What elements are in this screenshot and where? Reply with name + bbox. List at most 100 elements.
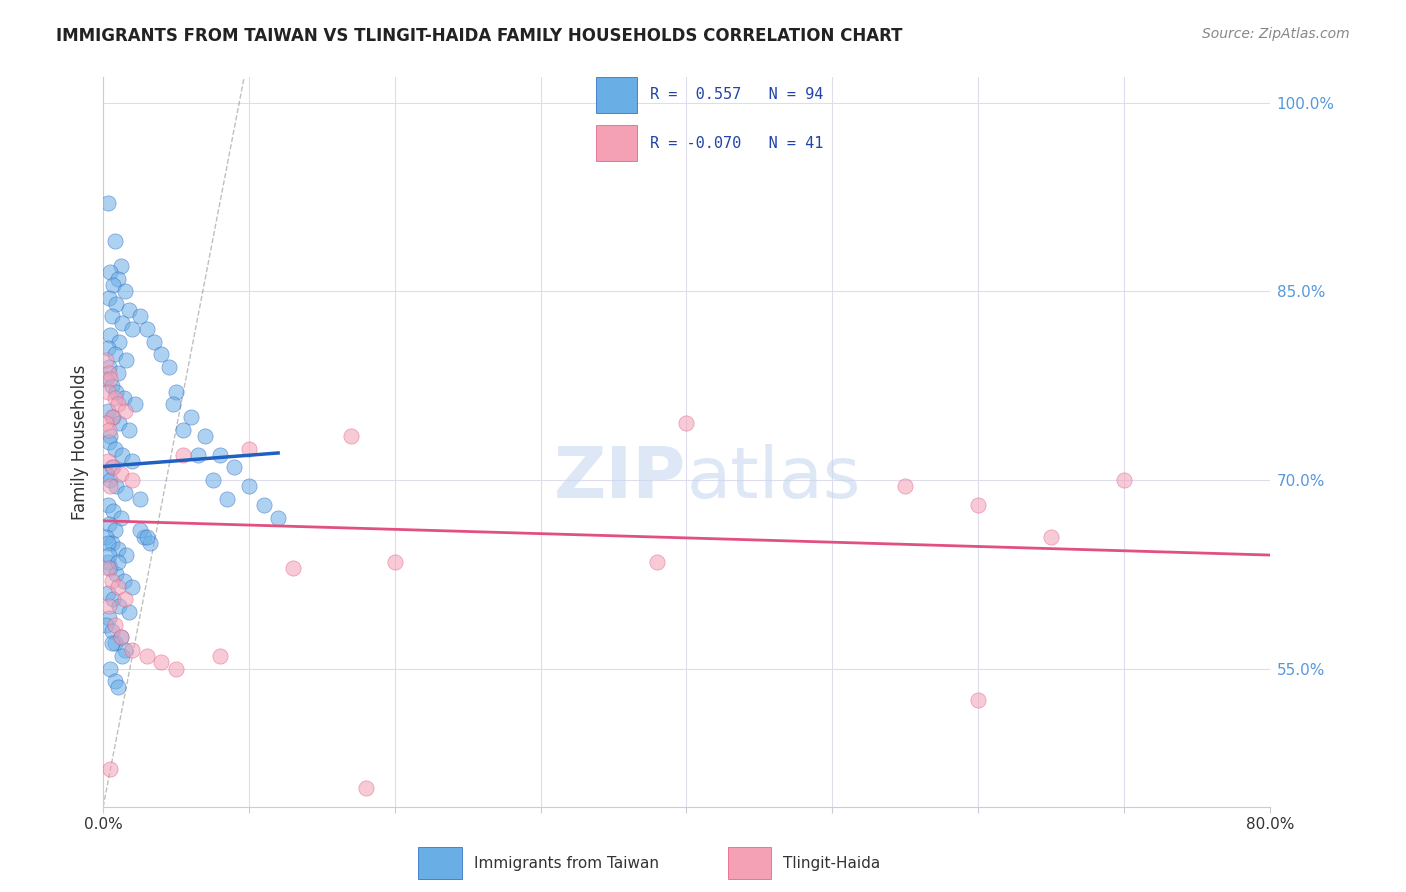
Point bbox=[100, 762, 122, 776]
Point bbox=[114, 403, 136, 417]
Point bbox=[97, 549, 120, 563]
Point bbox=[208, 448, 231, 462]
Point bbox=[114, 642, 136, 657]
Point bbox=[104, 442, 127, 456]
Point bbox=[103, 460, 125, 475]
Point bbox=[107, 681, 129, 695]
Point bbox=[101, 460, 124, 475]
Point bbox=[110, 510, 132, 524]
Point bbox=[97, 516, 120, 531]
Point bbox=[101, 378, 124, 392]
Point bbox=[107, 366, 129, 380]
Point bbox=[94, 467, 117, 481]
Point bbox=[100, 662, 122, 676]
Point bbox=[97, 599, 120, 613]
Point bbox=[118, 605, 141, 619]
Point bbox=[967, 498, 990, 512]
Point bbox=[150, 347, 173, 361]
Point bbox=[121, 642, 143, 657]
Point bbox=[107, 397, 129, 411]
Point bbox=[96, 196, 118, 211]
Point bbox=[97, 366, 120, 380]
Point bbox=[114, 592, 136, 607]
Point bbox=[110, 630, 132, 644]
Point bbox=[110, 630, 132, 644]
Point bbox=[172, 448, 194, 462]
Point bbox=[675, 417, 697, 431]
Point bbox=[111, 648, 134, 663]
Point bbox=[94, 372, 117, 386]
Point bbox=[647, 555, 669, 569]
Point bbox=[267, 510, 290, 524]
Text: Tlingit-Haida: Tlingit-Haida bbox=[783, 855, 880, 871]
Point bbox=[108, 417, 131, 431]
Point bbox=[187, 448, 209, 462]
Point bbox=[101, 410, 124, 425]
Point bbox=[194, 429, 217, 443]
Point bbox=[115, 549, 138, 563]
Point bbox=[121, 580, 143, 594]
Point bbox=[96, 384, 118, 399]
Point bbox=[96, 403, 118, 417]
Y-axis label: Family Households: Family Households bbox=[72, 365, 89, 520]
Point bbox=[107, 580, 129, 594]
Point bbox=[224, 460, 246, 475]
Point bbox=[94, 353, 117, 368]
Point bbox=[105, 384, 128, 399]
Point bbox=[103, 504, 125, 518]
Point bbox=[96, 561, 118, 575]
Point bbox=[100, 265, 122, 279]
Point bbox=[180, 410, 202, 425]
Point bbox=[94, 417, 117, 431]
Point bbox=[107, 271, 129, 285]
Point bbox=[96, 555, 118, 569]
Point bbox=[128, 523, 150, 537]
Point bbox=[96, 498, 118, 512]
Point bbox=[108, 599, 131, 613]
Bar bbox=[596, 77, 637, 113]
Point bbox=[111, 316, 134, 330]
Point bbox=[104, 391, 127, 405]
Point bbox=[96, 454, 118, 468]
Point bbox=[103, 410, 125, 425]
Point bbox=[252, 498, 274, 512]
Point bbox=[97, 423, 120, 437]
Point bbox=[100, 372, 122, 386]
Point bbox=[103, 592, 125, 607]
Point bbox=[100, 429, 122, 443]
Bar bbox=[728, 847, 770, 880]
Point bbox=[100, 473, 122, 487]
Bar bbox=[419, 847, 461, 880]
Text: Source: ZipAtlas.com: Source: ZipAtlas.com bbox=[1202, 27, 1350, 41]
Point bbox=[118, 423, 141, 437]
Point bbox=[103, 277, 125, 292]
Point bbox=[1112, 473, 1135, 487]
Text: atlas: atlas bbox=[686, 444, 860, 513]
Point bbox=[96, 586, 118, 600]
Point bbox=[105, 567, 128, 582]
Point bbox=[128, 310, 150, 324]
Point bbox=[100, 561, 122, 575]
Point bbox=[238, 442, 260, 456]
Point bbox=[281, 561, 304, 575]
Point bbox=[157, 359, 180, 374]
Point bbox=[340, 429, 363, 443]
Point bbox=[118, 303, 141, 318]
Point bbox=[894, 479, 917, 493]
Point bbox=[105, 479, 128, 493]
Text: ZIP: ZIP bbox=[554, 444, 686, 513]
Point bbox=[97, 611, 120, 625]
Point bbox=[105, 297, 128, 311]
Point bbox=[97, 435, 120, 450]
Point bbox=[114, 285, 136, 299]
Point bbox=[121, 473, 143, 487]
Point bbox=[135, 322, 157, 336]
Point bbox=[97, 359, 120, 374]
Point bbox=[217, 491, 239, 506]
Point bbox=[121, 322, 143, 336]
Point bbox=[107, 555, 129, 569]
Point bbox=[100, 328, 122, 343]
Point bbox=[104, 523, 127, 537]
Text: R =  0.557   N = 94: R = 0.557 N = 94 bbox=[650, 87, 824, 103]
Point bbox=[121, 454, 143, 468]
